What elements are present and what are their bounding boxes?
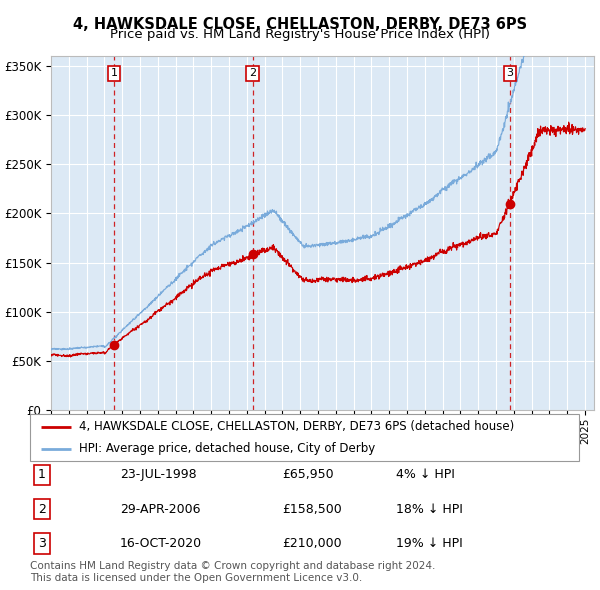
Text: £210,000: £210,000 <box>282 537 341 550</box>
Text: 3: 3 <box>38 537 46 550</box>
Text: 4, HAWKSDALE CLOSE, CHELLASTON, DERBY, DE73 6PS: 4, HAWKSDALE CLOSE, CHELLASTON, DERBY, D… <box>73 17 527 31</box>
Text: 2: 2 <box>249 68 256 78</box>
Text: 1: 1 <box>111 68 118 78</box>
Text: £158,500: £158,500 <box>282 503 342 516</box>
FancyBboxPatch shape <box>30 414 579 461</box>
Text: HPI: Average price, detached house, City of Derby: HPI: Average price, detached house, City… <box>79 442 376 455</box>
Text: 18% ↓ HPI: 18% ↓ HPI <box>396 503 463 516</box>
Text: 19% ↓ HPI: 19% ↓ HPI <box>396 537 463 550</box>
Text: 16-OCT-2020: 16-OCT-2020 <box>120 537 202 550</box>
Text: 3: 3 <box>506 68 514 78</box>
Text: 23-JUL-1998: 23-JUL-1998 <box>120 468 197 481</box>
Text: 29-APR-2006: 29-APR-2006 <box>120 503 200 516</box>
Text: 1: 1 <box>38 468 46 481</box>
Text: Contains HM Land Registry data © Crown copyright and database right 2024.
This d: Contains HM Land Registry data © Crown c… <box>30 561 436 583</box>
Text: 4, HAWKSDALE CLOSE, CHELLASTON, DERBY, DE73 6PS (detached house): 4, HAWKSDALE CLOSE, CHELLASTON, DERBY, D… <box>79 421 515 434</box>
Text: Price paid vs. HM Land Registry's House Price Index (HPI): Price paid vs. HM Land Registry's House … <box>110 28 490 41</box>
Text: £65,950: £65,950 <box>282 468 334 481</box>
Text: 4% ↓ HPI: 4% ↓ HPI <box>396 468 455 481</box>
Text: 2: 2 <box>38 503 46 516</box>
